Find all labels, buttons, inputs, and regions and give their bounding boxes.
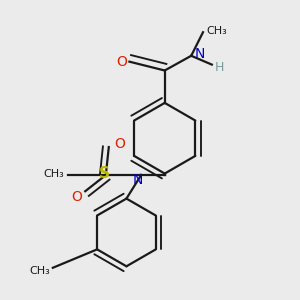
Text: S: S [99,166,110,181]
Text: CH₃: CH₃ [44,169,64,178]
Text: CH₃: CH₃ [29,266,50,276]
Text: O: O [115,137,125,151]
Text: O: O [71,190,82,204]
Text: H: H [215,61,224,74]
Text: N: N [133,173,143,187]
Text: N: N [195,47,206,61]
Text: O: O [117,55,128,69]
Text: CH₃: CH₃ [206,26,227,36]
